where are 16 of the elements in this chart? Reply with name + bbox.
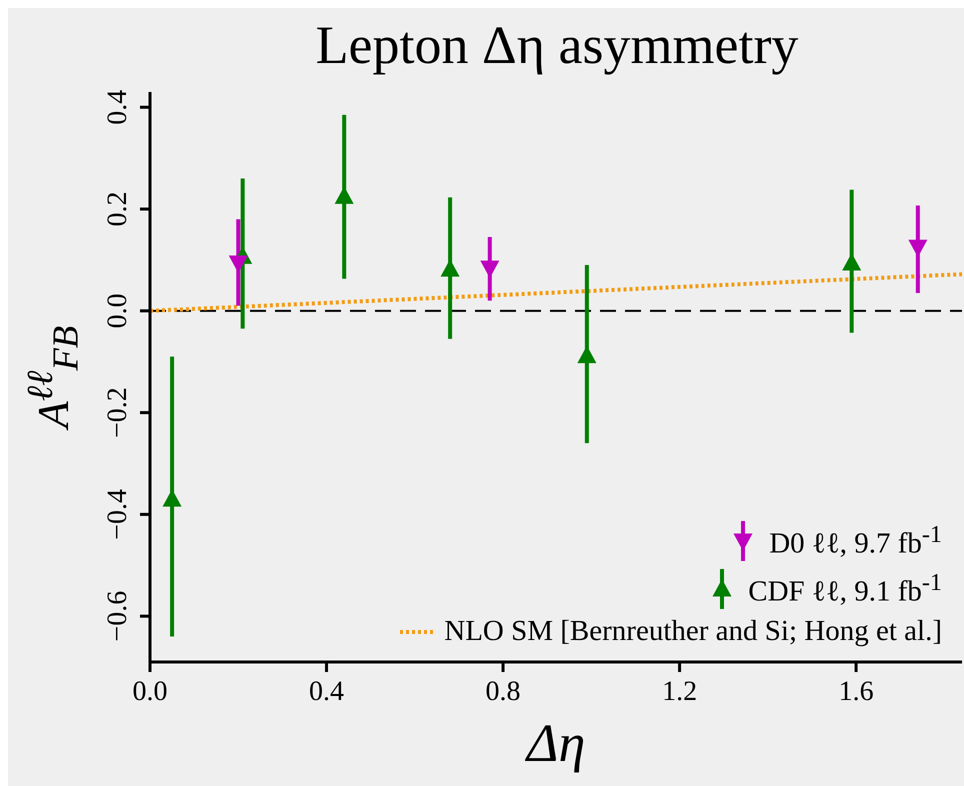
y-tick-label: 0.0 — [102, 293, 133, 328]
legend-label: NLO SM [Bernreuther and Si; Hong et al.] — [444, 615, 942, 648]
y-tick-label: −0.4 — [102, 489, 133, 540]
x-axis-title: Δη — [526, 713, 586, 773]
y-tick-label: −0.2 — [102, 387, 133, 438]
y-tick-label: −0.6 — [102, 590, 133, 642]
legend-label: D0 ℓℓ, 9.7 fb$^{-1}$ — [769, 521, 942, 561]
legend-label: CDF ℓℓ, 9.1 fb$^{-1}$ — [748, 569, 942, 609]
chart-title: Lepton Δη asymmetry — [316, 15, 798, 75]
x-tick-label: 0.8 — [486, 676, 521, 707]
y-tick-label: 0.2 — [102, 192, 133, 227]
y-tick-label: 0.4 — [102, 90, 133, 125]
x-tick-label: 1.6 — [838, 676, 874, 707]
x-tick-label: 1.2 — [662, 676, 698, 707]
x-tick-label: 0.4 — [309, 676, 344, 707]
x-tick-label: 0.0 — [132, 676, 168, 707]
